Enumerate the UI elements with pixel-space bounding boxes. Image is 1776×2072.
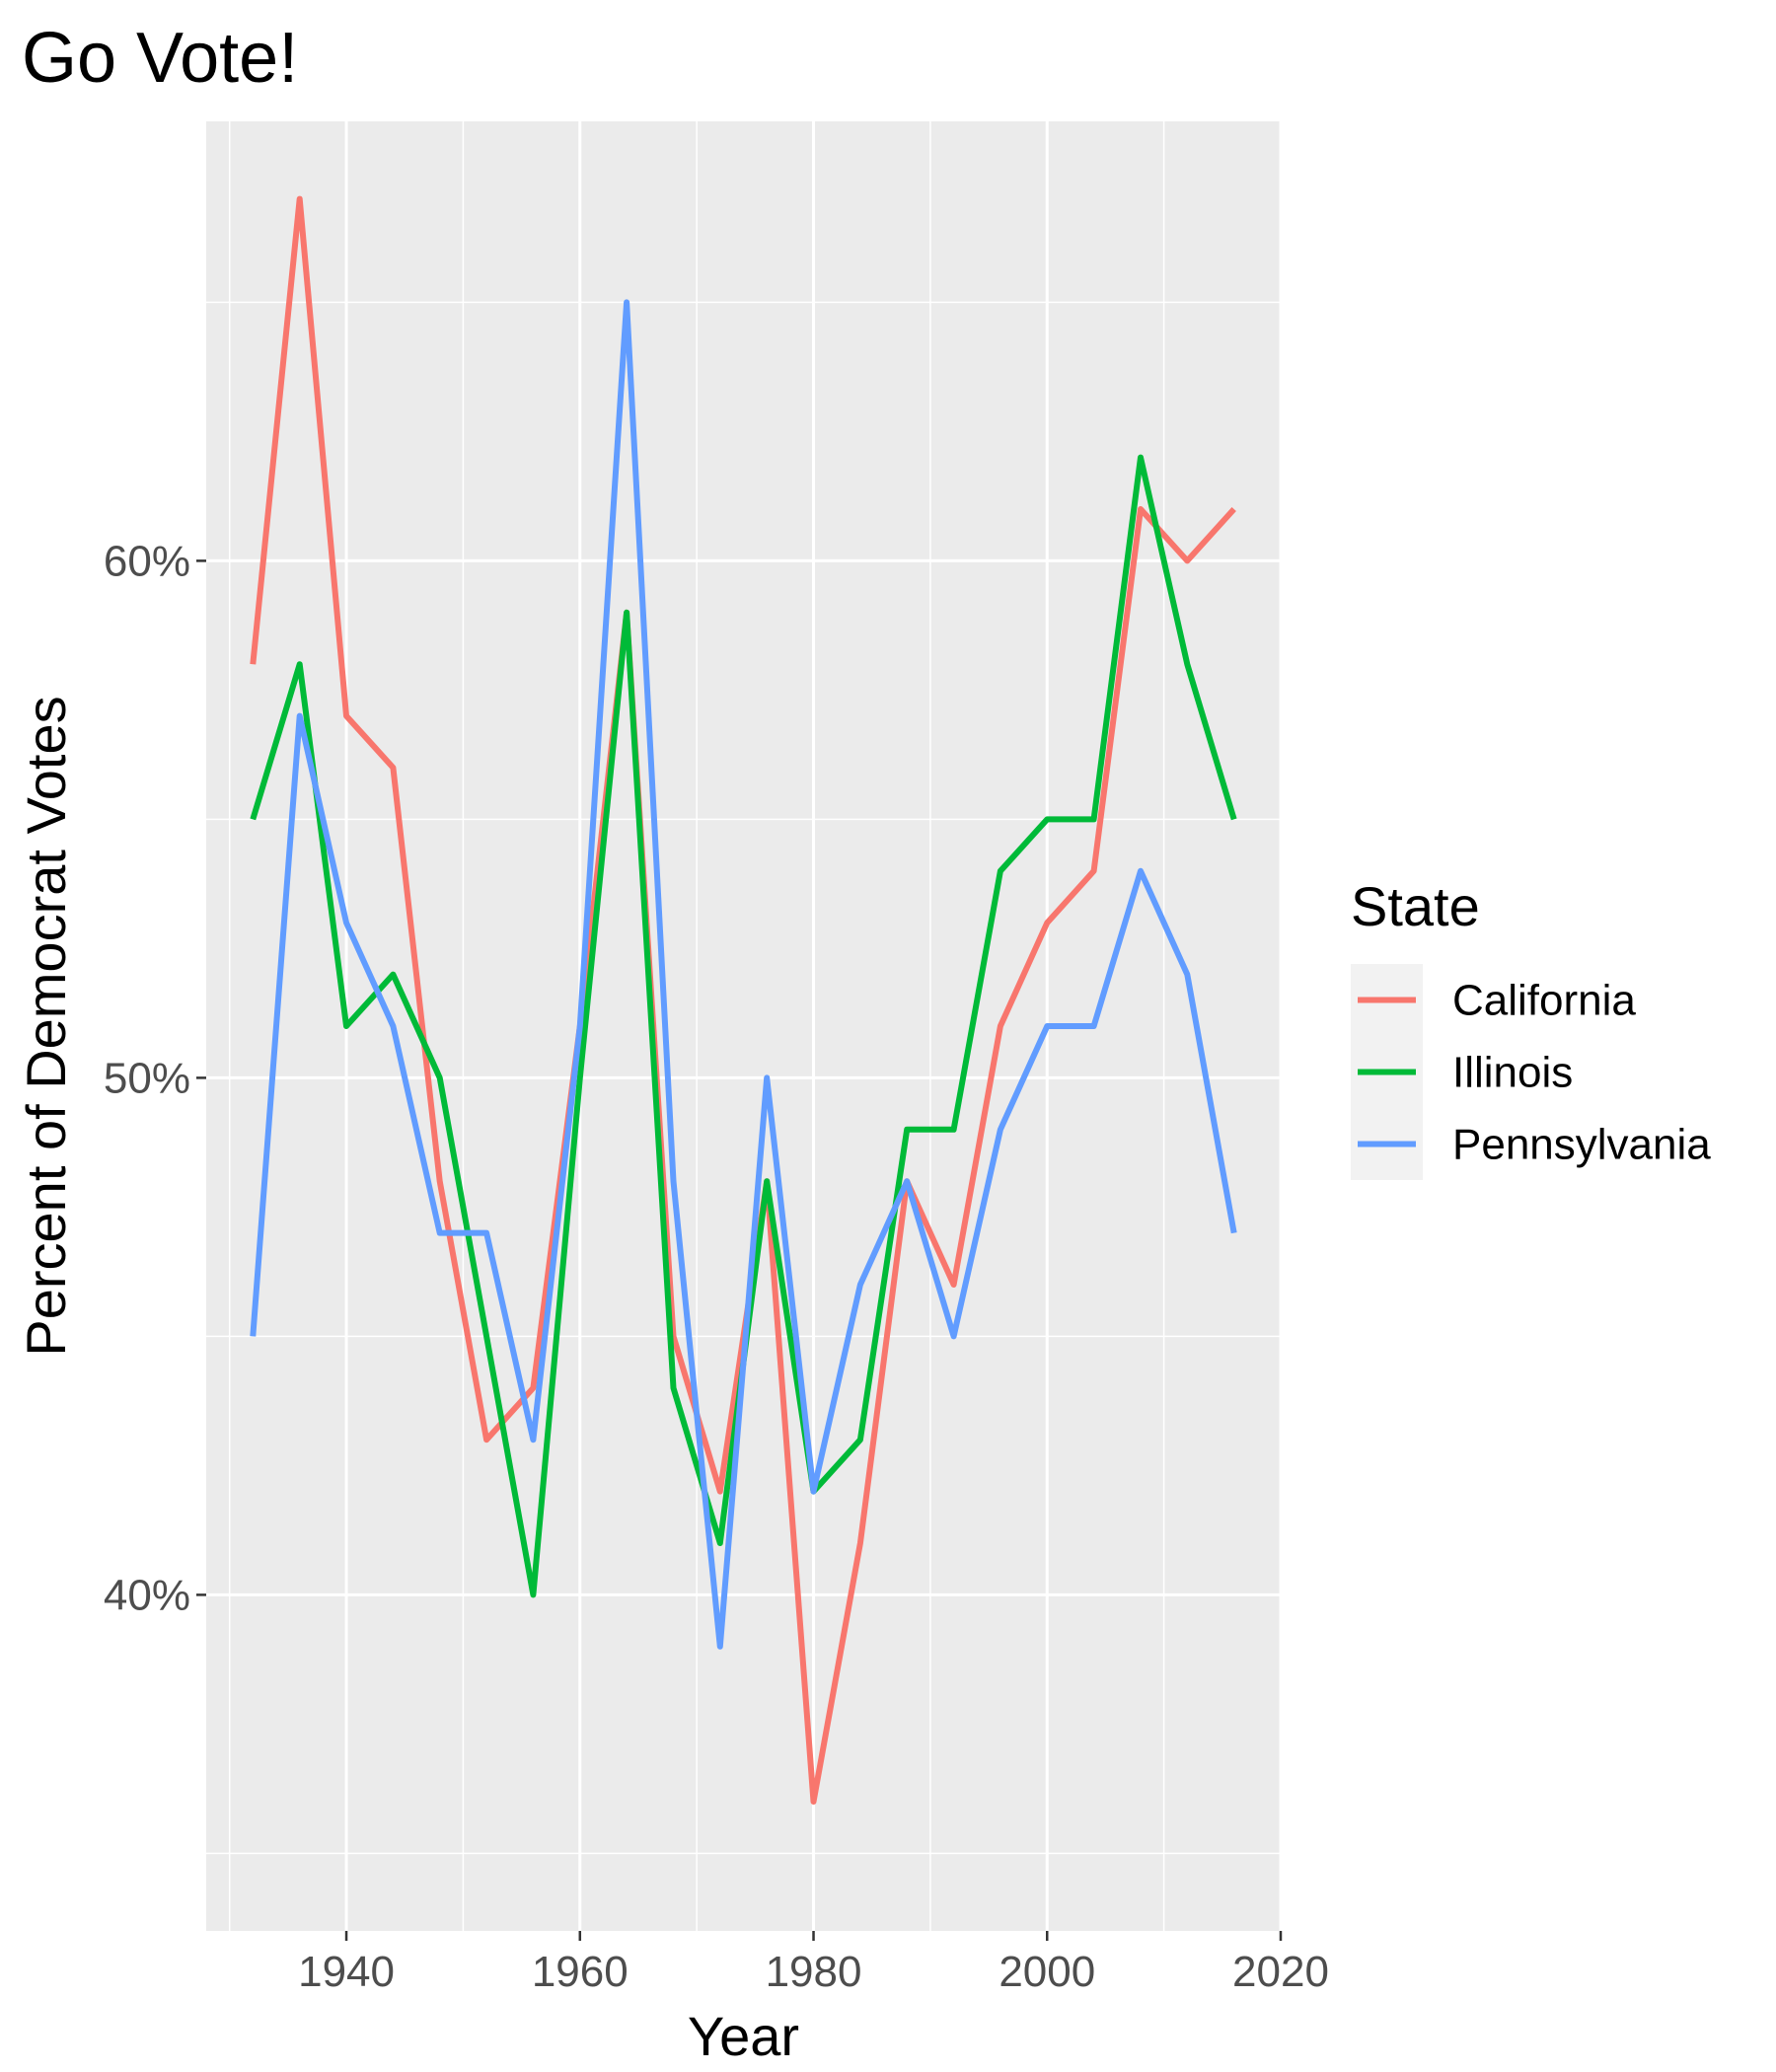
y-tick-label: 50% [104,1054,190,1102]
series-line-pennsylvania [250,299,1237,1650]
x-tick-label: 1960 [532,1948,629,1996]
chart-title: Go Vote! [22,19,298,98]
x-tick-label: 1940 [298,1948,395,1996]
legend-label-california: California [1452,977,1636,1025]
x-axis-title: Year [688,2005,799,2067]
y-tick-label: 40% [104,1571,190,1619]
axes: 1940 1960 1980 2000 2020 40% 50% 60% [104,537,1329,1996]
x-tick-label: 2020 [1232,1948,1329,1996]
y-axis-title: Percent of Democrat Votes [15,696,77,1356]
series-lines [250,195,1237,1805]
legend: State California Illinois Pennsylvania [1351,875,1711,1180]
legend-label-illinois: Illinois [1452,1049,1573,1097]
minor-gridlines [206,121,1281,1931]
y-tick-label: 60% [104,537,190,585]
x-tick-label: 1980 [766,1948,862,1996]
plot-panel [206,121,1281,1931]
x-tick-label: 2000 [999,1948,1095,1996]
legend-label-pennsylvania: Pennsylvania [1452,1121,1711,1169]
legend-title: State [1351,875,1480,937]
